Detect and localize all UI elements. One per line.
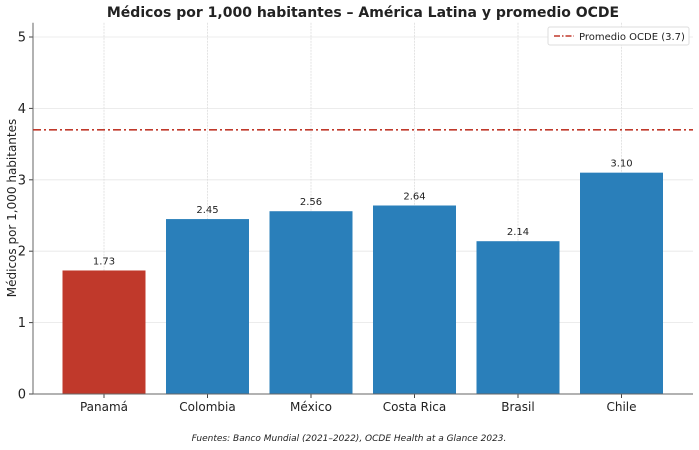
bar-colombia (166, 219, 249, 394)
data-label: 2.14 (507, 227, 529, 238)
x-tick-label: Brasil (501, 400, 534, 414)
y-tick-label: 4 (18, 102, 26, 117)
footnote: Fuentes: Banco Mundial (2021–2022), OCDE… (192, 434, 507, 444)
y-axis-label: Médicos por 1,000 habitantes (5, 119, 19, 297)
legend: Promedio OCDE (3.7) (547, 26, 690, 46)
y-tick-label: 3 (18, 173, 26, 188)
y-tick-label: 0 (18, 388, 26, 403)
data-label: 1.73 (93, 256, 115, 267)
x-tick-label: Costa Rica (383, 400, 446, 414)
y-tick-label: 2 (18, 245, 26, 260)
data-label: 2.64 (403, 192, 425, 203)
legend-label: Promedio OCDE (3.7) (579, 32, 685, 43)
bar-panamá (62, 270, 146, 394)
x-tick-label: Chile (606, 400, 636, 414)
y-tick-label: 5 (18, 31, 26, 46)
chart-title: Médicos por 1,000 habitantes – América L… (107, 5, 619, 21)
bar-chile (580, 172, 663, 394)
x-tick-label: Colombia (179, 400, 235, 414)
bar-méxico (269, 211, 353, 394)
x-tick-label: México (290, 400, 332, 414)
bar-brasil (476, 241, 560, 394)
data-label: 3.10 (610, 159, 632, 170)
bar-costa-rica (373, 205, 456, 394)
data-label: 2.56 (300, 197, 322, 208)
data-label: 2.45 (196, 205, 218, 216)
y-tick-label: 1 (18, 316, 26, 331)
x-tick-label: Panamá (80, 400, 128, 414)
